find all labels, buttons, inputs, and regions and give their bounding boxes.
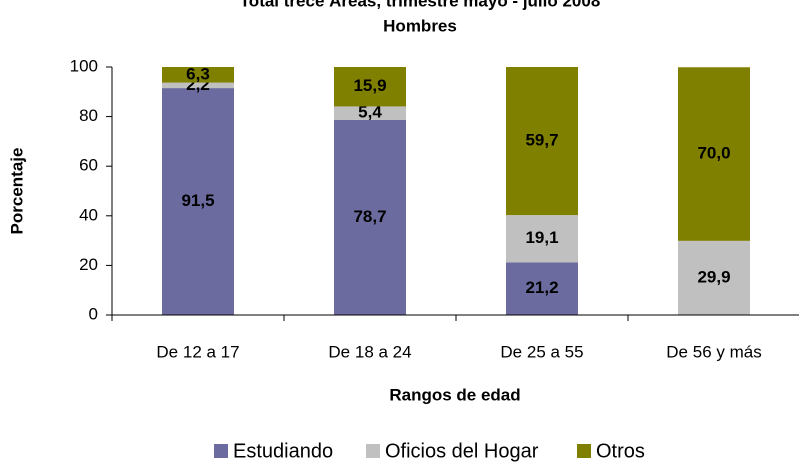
- x-tick-label: De 25 a 55: [500, 342, 583, 361]
- chart-title: Total trece Áreas, trimestre mayo - juli…: [240, 0, 601, 10]
- bar-segment: [506, 215, 578, 263]
- y-tick-label: 80: [79, 106, 98, 125]
- data-label: 59,7: [525, 131, 558, 150]
- bar-segment: [506, 262, 578, 315]
- y-tick-label: 40: [79, 205, 98, 224]
- y-axis-label: Porcentaje: [7, 148, 26, 235]
- data-label: 78,7: [353, 207, 386, 226]
- data-label: 6,3: [186, 64, 210, 83]
- legend-swatch: [366, 444, 380, 458]
- bar-segment: [678, 240, 750, 315]
- legend-swatch: [214, 444, 228, 458]
- y-tick-label: 0: [89, 304, 98, 323]
- bar-segment: [334, 119, 406, 315]
- x-axis-label: Rangos de edad: [389, 385, 520, 404]
- legend-swatch: [577, 444, 591, 458]
- bar-segment: [678, 67, 750, 241]
- bar-segment: [334, 106, 406, 120]
- x-tick-label: De 18 a 24: [328, 342, 411, 361]
- data-label: 70,0: [697, 144, 730, 163]
- chart-subtitle: Hombres: [383, 16, 457, 35]
- y-tick-label: 60: [79, 156, 98, 175]
- bar-segment: [162, 67, 234, 83]
- legend-label: Oficios del Hogar: [385, 440, 539, 462]
- legend-label: Estudiando: [233, 440, 333, 462]
- y-tick-label: 100: [70, 56, 98, 75]
- bar-segment: [162, 82, 234, 89]
- data-label: 19,1: [525, 228, 558, 247]
- y-tick-label: 20: [79, 255, 98, 274]
- x-tick-label: De 56 y más: [666, 342, 761, 361]
- bar-segment: [334, 67, 406, 107]
- bar-segment: [162, 88, 234, 315]
- data-label: 91,5: [181, 191, 214, 210]
- data-label: 5,4: [358, 103, 382, 122]
- data-label: 29,9: [697, 267, 730, 286]
- data-label: 21,2: [525, 278, 558, 297]
- data-label: 15,9: [353, 76, 386, 95]
- x-tick-label: De 12 a 17: [156, 342, 239, 361]
- bar-segment: [506, 67, 578, 216]
- legend-label: Otros: [596, 440, 645, 462]
